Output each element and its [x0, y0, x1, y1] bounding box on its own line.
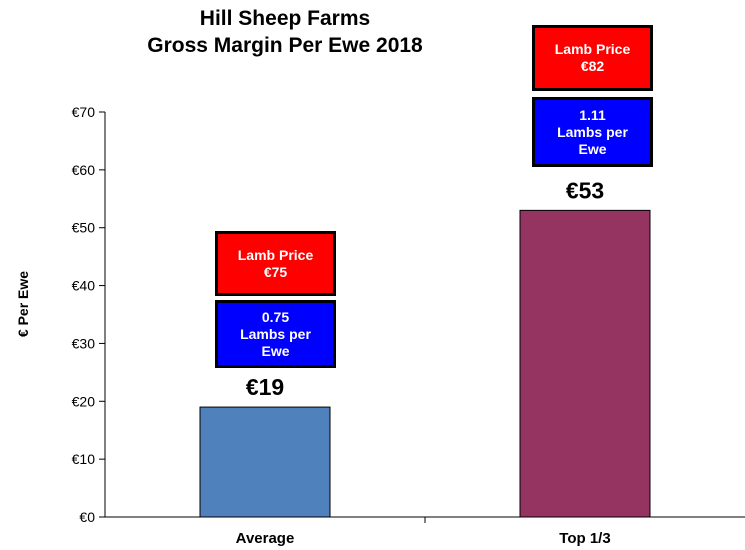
top-lamb-price-box: Lamb Price €82	[532, 25, 653, 91]
average-lamb-price-box: Lamb Price €75	[215, 231, 336, 296]
top-lamb-price-value: €82	[580, 58, 605, 74]
top-lambs-per-ewe-label1: Lambs per	[557, 123, 628, 140]
y-tick-label: €30	[72, 335, 96, 351]
average-lambs-per-ewe-box: 0.75 Lambs per Ewe	[215, 300, 336, 368]
bar-value-label: €19	[246, 374, 284, 400]
chart-title-line1: Hill Sheep Farms	[199, 7, 371, 30]
y-tick-label: €70	[72, 104, 96, 120]
y-tick-label: €50	[72, 220, 96, 236]
y-tick-label: €0	[79, 509, 95, 525]
average-lamb-price-value: €75	[263, 263, 288, 280]
bar-value-label: €53	[566, 177, 604, 203]
top-lambs-per-ewe-box: 1.11 Lambs per Ewe	[532, 97, 653, 167]
bar	[519, 209, 651, 518]
top-lambs-per-ewe-value: 1.11	[579, 106, 606, 123]
y-tick-label: €10	[72, 451, 96, 467]
average-lambs-per-ewe-value: 0.75	[261, 308, 290, 325]
chart-title-line2: Gross Margin Per Ewe 2018	[147, 34, 423, 57]
average-lambs-per-ewe-label1: Lambs per	[240, 325, 311, 342]
average-lambs-per-ewe-label2: Ewe	[261, 342, 290, 359]
y-tick-label: €40	[72, 278, 96, 294]
y-tick-label: €20	[72, 393, 96, 409]
top-lamb-price-label: Lamb Price	[554, 41, 631, 57]
x-tick-label: Average	[236, 530, 295, 547]
bar	[199, 406, 331, 518]
average-lamb-price-label: Lamb Price	[237, 246, 314, 263]
x-tick-label: Top 1/3	[559, 530, 610, 547]
y-tick-label: €60	[72, 162, 96, 178]
top-lambs-per-ewe-label2: Ewe	[578, 140, 607, 157]
